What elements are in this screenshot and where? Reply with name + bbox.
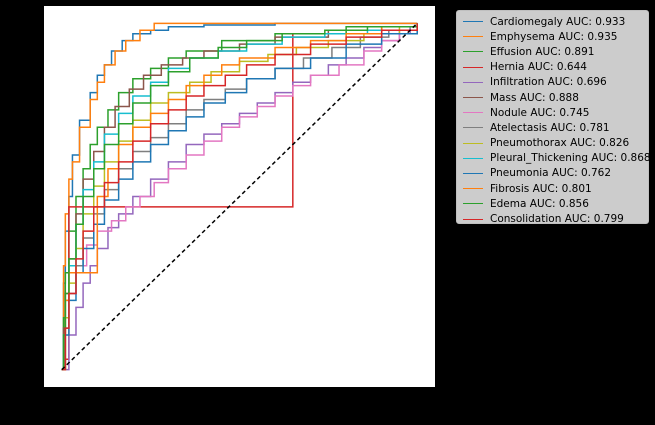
legend-label: Infiltration AUC: 0.696 <box>490 76 607 89</box>
legend-swatch <box>463 112 483 114</box>
legend-swatch <box>463 66 483 68</box>
legend-label: Hernia AUC: 0.644 <box>490 61 587 74</box>
legend-swatch <box>463 172 483 174</box>
legend-entry: Pleural_Thickening AUC: 0.868 <box>457 151 651 166</box>
legend-entry: Infiltration AUC: 0.696 <box>457 75 648 90</box>
legend-swatch <box>463 218 483 220</box>
legend-entry: Nodule AUC: 0.745 <box>457 105 648 120</box>
legend-label: Nodule AUC: 0.745 <box>490 106 590 119</box>
legend-swatch <box>463 127 483 129</box>
legend-label: Consolidation AUC: 0.799 <box>490 213 624 226</box>
legend-entry: Fibrosis AUC: 0.801 <box>457 181 648 196</box>
legend-entry: Edema AUC: 0.856 <box>457 196 648 211</box>
roc-curve-edema <box>61 23 418 371</box>
legend-entry: Atelectasis AUC: 0.781 <box>457 120 648 135</box>
roc-curve-nodule <box>61 23 418 371</box>
chance-diagonal <box>61 22 418 371</box>
legend-entry: Consolidation AUC: 0.799 <box>457 211 648 226</box>
legend-entry: Mass AUC: 0.888 <box>457 90 648 105</box>
legend-label: Cardiomegaly AUC: 0.933 <box>490 15 626 28</box>
legend-swatch <box>463 36 483 38</box>
legend-entry: Pneumonia AUC: 0.762 <box>457 166 648 181</box>
legend-swatch <box>463 157 483 159</box>
legend-swatch <box>463 97 483 99</box>
legend-label: Mass AUC: 0.888 <box>490 91 579 104</box>
legend-entry: Emphysema AUC: 0.935 <box>457 29 648 44</box>
legend-swatch <box>463 142 483 144</box>
legend-label: Emphysema AUC: 0.935 <box>490 30 618 43</box>
legend-swatch <box>463 203 483 205</box>
legend-label: Fibrosis AUC: 0.801 <box>490 182 592 195</box>
legend-entry: Cardiomegaly AUC: 0.933 <box>457 14 648 29</box>
legend-entry: Pneumothorax AUC: 0.826 <box>457 136 648 151</box>
roc-curve-emphysema <box>61 22 418 371</box>
roc-curve-fibrosis <box>61 23 418 371</box>
legend-swatch <box>463 21 483 23</box>
roc-curve-consolidation <box>61 23 418 371</box>
legend-entry: Hernia AUC: 0.644 <box>457 60 648 75</box>
legend-swatch <box>463 51 483 53</box>
legend-label: Pneumothorax AUC: 0.826 <box>490 137 630 150</box>
legend-label: Effusion AUC: 0.891 <box>490 45 595 58</box>
legend-label: Edema AUC: 0.856 <box>490 197 589 210</box>
series-layer <box>61 22 418 371</box>
legend-label: Pleural_Thickening AUC: 0.868 <box>490 152 651 165</box>
legend-label: Pneumonia AUC: 0.762 <box>490 167 612 180</box>
legend-swatch <box>463 188 483 190</box>
legend-swatch <box>463 81 483 83</box>
legend-label: Atelectasis AUC: 0.781 <box>490 121 610 134</box>
legend: Cardiomegaly AUC: 0.933 Emphysema AUC: 0.… <box>456 10 651 226</box>
legend-entry: Effusion AUC: 0.891 <box>457 44 648 59</box>
